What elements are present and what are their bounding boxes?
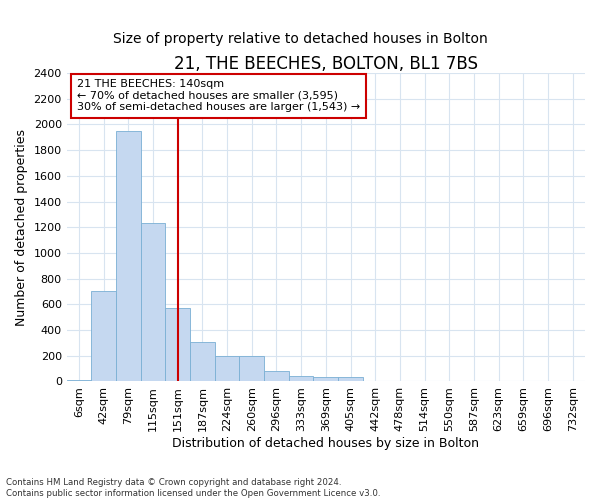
Bar xyxy=(116,131,141,382)
Bar xyxy=(289,376,313,382)
Bar xyxy=(461,381,486,382)
Bar xyxy=(338,377,363,382)
Y-axis label: Number of detached properties: Number of detached properties xyxy=(15,128,28,326)
Text: 21 THE BEECHES: 140sqm
← 70% of detached houses are smaller (3,595)
30% of semi-: 21 THE BEECHES: 140sqm ← 70% of detached… xyxy=(77,79,360,112)
Title: 21, THE BEECHES, BOLTON, BL1 7BS: 21, THE BEECHES, BOLTON, BL1 7BS xyxy=(174,55,478,73)
Bar xyxy=(190,342,215,382)
Bar xyxy=(313,376,338,382)
Bar xyxy=(388,381,412,382)
Bar xyxy=(91,292,116,382)
Text: Size of property relative to detached houses in Bolton: Size of property relative to detached ho… xyxy=(113,32,487,46)
Bar xyxy=(437,381,461,382)
Bar xyxy=(67,380,91,382)
Bar xyxy=(239,356,264,382)
Text: Contains HM Land Registry data © Crown copyright and database right 2024.
Contai: Contains HM Land Registry data © Crown c… xyxy=(6,478,380,498)
Bar xyxy=(363,381,388,382)
Bar xyxy=(141,224,166,382)
Bar xyxy=(166,308,190,382)
Bar xyxy=(264,370,289,382)
Bar xyxy=(215,356,239,382)
X-axis label: Distribution of detached houses by size in Bolton: Distribution of detached houses by size … xyxy=(172,437,479,450)
Bar xyxy=(412,381,437,382)
